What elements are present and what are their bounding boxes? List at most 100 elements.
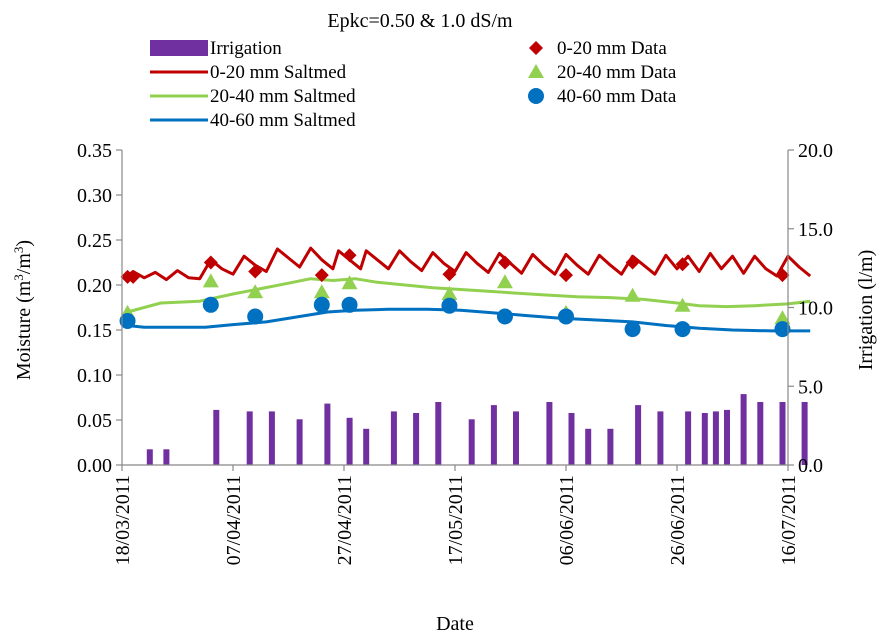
data-point-data_40_60: [119, 313, 136, 329]
saltmed-lines: [126, 246, 812, 333]
legend-marker-data_40_60: [528, 88, 544, 104]
data-point-data_20_40: [624, 287, 641, 302]
irrigation-bars: [146, 394, 808, 466]
irrigation-bar: [346, 417, 353, 466]
data-point-data_0_20: [675, 257, 690, 272]
data-point-data_20_40: [674, 297, 691, 312]
legend-label-data_20_40: 20-40 mm Data: [557, 62, 677, 83]
legend: Irrigation 0-20 mm Saltmed 20-40 mm Saltme…: [150, 38, 677, 131]
data-point-data_0_20: [559, 268, 573, 283]
data-point-data_40_60: [624, 321, 641, 338]
y-tick-label-right: 15.0: [798, 219, 833, 241]
data-point-data_0_20: [314, 268, 329, 283]
y-tick-label-left: 0.10: [77, 365, 112, 387]
irrigation-bar: [268, 411, 275, 465]
irrigation-bar: [413, 413, 420, 465]
y-tick-label-left: 0.35: [77, 140, 112, 162]
irrigation-bar: [657, 411, 664, 465]
data-point-data_40_60: [774, 321, 791, 338]
series-line-sat_0_20: [126, 246, 812, 282]
x-tick-label: 17/05/2011: [445, 475, 467, 565]
data-point-data_0_20: [203, 255, 218, 270]
y-axis-right-label: Irrigation (l/m): [855, 250, 877, 371]
y-axis-left-label: Moisture (m3/m3): [11, 240, 36, 380]
irrigation-bar: [607, 428, 614, 465]
data-point-data_20_40: [774, 310, 791, 325]
x-tick-label: 26/06/2011: [667, 475, 689, 565]
legend-swatch-irrigation: [150, 40, 208, 56]
data-point-data_20_40: [313, 284, 330, 299]
y-axis-left-label-part: ): [13, 240, 35, 247]
irrigation-bar: [724, 409, 730, 465]
legend-marker-data_0_20: [529, 41, 543, 55]
legend-label-sat_20_40: 20-40 mm Saltmed: [210, 86, 356, 107]
series-line-sat_40_60: [127, 307, 811, 333]
data-point-data_0_20: [775, 268, 790, 283]
data-point-data_0_20: [342, 248, 357, 263]
data-point-data_40_60: [496, 308, 513, 325]
irrigation-bar: [390, 411, 397, 465]
data-point-data_20_40: [247, 284, 264, 299]
y-tick-label-left: 0.20: [77, 275, 112, 297]
legend-label-data_0_20: 0-20 mm Data: [557, 38, 667, 59]
series-line-sat_20_40: [127, 277, 811, 314]
y-tick-label-left: 0.00: [77, 455, 112, 477]
y-tick-label-left: 0.30: [77, 185, 112, 207]
data-markers: [119, 248, 791, 338]
irrigation-bar: [712, 411, 719, 465]
data-point-data_20_40: [341, 275, 358, 290]
x-tick-label: 06/06/2011: [556, 475, 578, 565]
data-point-data_0_20: [442, 267, 457, 282]
irrigation-bar: [546, 402, 553, 465]
legend-marker-data_20_40: [528, 64, 544, 78]
irrigation-bar: [435, 402, 442, 465]
irrigation-bar: [568, 413, 575, 465]
irrigation-bar: [490, 405, 497, 465]
y-tick-label-right: 5.0: [798, 376, 823, 398]
y-axis-left-label-part: 3: [11, 274, 26, 281]
data-point-data_0_20: [497, 255, 512, 270]
y-tick-label-left: 0.15: [77, 320, 112, 342]
irrigation-bar: [296, 419, 303, 465]
data-point-data_40_60: [202, 296, 219, 313]
x-tick-label: 07/04/2011: [223, 475, 245, 565]
x-tick-label: 18/03/2011: [112, 475, 134, 565]
y-axis-left-label-part: 3: [11, 247, 26, 254]
irrigation-bar: [585, 428, 592, 465]
y-tick-label-left: 0.25: [77, 230, 112, 252]
legend-label-irrigation: Irrigation: [210, 38, 282, 59]
data-point-data_40_60: [441, 297, 458, 314]
irrigation-bar: [246, 411, 253, 465]
y-axis-left-label-part: /m: [13, 253, 35, 275]
irrigation-bar: [163, 449, 170, 466]
data-point-data_0_20: [248, 264, 263, 279]
x-axis-label: Date: [436, 613, 474, 635]
irrigation-bar: [635, 405, 642, 465]
irrigation-bar: [740, 394, 747, 465]
chart-title: Epkc=0.50 & 1.0 dS/m: [327, 10, 513, 32]
x-tick-label: 16/07/2011: [778, 475, 800, 565]
data-point-data_20_40: [202, 273, 219, 288]
irrigation-bar: [513, 411, 519, 465]
data-point-data_40_60: [674, 321, 691, 338]
irrigation-bar: [363, 428, 370, 465]
data-point-data_40_60: [247, 308, 264, 325]
legend-label-sat_40_60: 40-60 mm Saltmed: [210, 110, 356, 131]
y-tick-label-right: 10.0: [798, 298, 833, 320]
irrigation-bar: [779, 402, 786, 465]
data-point-data_0_20: [625, 255, 640, 270]
y-tick-label-right: 20.0: [798, 140, 833, 162]
irrigation-bar: [324, 403, 331, 465]
data-point-data_40_60: [558, 308, 574, 325]
data-point-data_40_60: [341, 296, 358, 313]
irrigation-bar: [146, 449, 153, 466]
irrigation-bar: [757, 402, 764, 465]
irrigation-bar: [213, 409, 220, 465]
legend-label-sat_0_20: 0-20 mm Saltmed: [210, 62, 347, 83]
x-tick-label: 27/04/2011: [334, 475, 356, 565]
y-tick-label-left: 0.05: [77, 410, 112, 432]
data-point-data_40_60: [313, 296, 330, 313]
irrigation-bar: [801, 402, 808, 465]
data-point-data_0_20: [126, 269, 141, 284]
